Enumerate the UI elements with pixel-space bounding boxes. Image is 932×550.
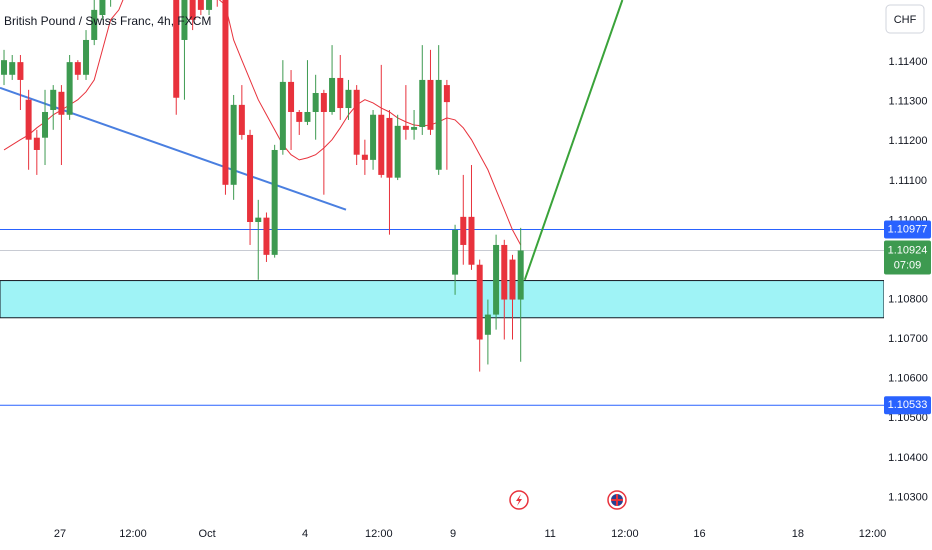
candle-body	[197, 0, 204, 10]
price-label: 1.10533	[888, 399, 928, 411]
candle-body	[320, 92, 327, 112]
trendline	[523, 0, 624, 281]
chart-title: British Pound / Swiss Franc, 4h, FXCM	[4, 14, 211, 28]
candle-body	[17, 62, 24, 80]
last-price-box	[884, 240, 931, 275]
candle-body	[58, 91, 65, 115]
last-price-label: 1.10924	[888, 244, 928, 256]
candle-body	[394, 125, 401, 178]
y-tick-label: 1.11200	[889, 135, 928, 147]
candle-body	[271, 149, 278, 255]
currency-button[interactable]	[885, 4, 925, 34]
candle-body	[255, 217, 262, 222]
candle-body	[206, 0, 213, 10]
y-tick-label: 1.10300	[888, 491, 928, 503]
axes: 1.10300 1.10400 1.10500 1.10600 1.10700 1.108…	[54, 56, 931, 540]
x-tick-label: 12:00	[119, 528, 147, 540]
x-tick-label: 16	[693, 528, 705, 540]
candle-body	[91, 9, 98, 40]
event-icons	[509, 490, 627, 510]
candle-body	[304, 111, 311, 122]
candle-body	[238, 104, 245, 135]
candle-body	[50, 89, 57, 111]
flag-cross	[611, 494, 623, 506]
candle-body	[25, 99, 32, 140]
x-tick-label: 12:00	[859, 528, 887, 540]
zone	[0, 280, 884, 319]
candle-body	[517, 250, 524, 300]
candle-body	[288, 81, 295, 112]
candle-body	[378, 114, 385, 175]
candle-body	[189, 0, 196, 20]
candle-body	[181, 0, 188, 40]
trendline	[0, 86, 347, 211]
x-tick-label: 4	[302, 528, 308, 540]
candle-body	[353, 89, 360, 155]
candle-body	[484, 314, 491, 335]
candle-body	[386, 117, 393, 178]
candle-body	[99, 0, 106, 16]
y-tick-label: 1.10400	[888, 452, 928, 464]
moving-average	[3, 0, 522, 246]
candle-body	[402, 125, 409, 130]
candle-body	[509, 259, 516, 300]
x-tick-label: 27	[54, 528, 66, 540]
y-tick-label: 1.10700	[888, 333, 928, 345]
candle-body	[74, 62, 81, 75]
x-tick-label: 18	[792, 528, 804, 540]
y-tick-label: 1.10800	[888, 293, 928, 305]
candle-body	[427, 79, 434, 130]
candle-body	[435, 79, 442, 170]
y-tick-label: 1.11100	[889, 175, 927, 187]
candle-body	[230, 104, 237, 185]
candle-body	[263, 217, 270, 255]
y-tick-label: 1.10600	[888, 373, 928, 385]
candle-body	[443, 85, 450, 103]
price-label-box	[884, 220, 931, 239]
candle-body	[222, 0, 229, 185]
y-tick-label: 1.11400	[889, 56, 928, 68]
candle-body	[411, 127, 418, 130]
candle-body	[460, 216, 467, 245]
candle-body	[361, 154, 368, 160]
candle-body	[279, 81, 286, 150]
candle-body	[337, 77, 344, 109]
price-label: 1.10977	[888, 223, 928, 235]
candle-body	[493, 244, 500, 315]
candle-body	[66, 62, 73, 115]
y-tick-label: 1.10500	[888, 412, 928, 424]
candle-body	[173, 0, 180, 98]
x-tick-label: Oct	[199, 528, 216, 540]
lightning	[516, 494, 522, 506]
candle-body	[247, 134, 254, 222]
candle-body	[329, 77, 336, 112]
y-tick-label: 1.11300	[889, 96, 928, 108]
candle-body	[501, 244, 508, 300]
candle-body	[296, 111, 303, 122]
price-label-box	[884, 396, 931, 415]
countdown: 07:09	[894, 259, 922, 271]
x-tick-label: 12:00	[365, 528, 393, 540]
candle-body	[312, 92, 319, 112]
candle-body	[468, 216, 475, 265]
candle-body	[419, 79, 426, 128]
x-tick-label: 11	[545, 528, 556, 540]
candle-body	[370, 114, 377, 160]
currency: CHF	[894, 14, 917, 26]
plot-area	[0, 0, 884, 406]
candle-body	[476, 264, 483, 340]
candle-body	[33, 137, 40, 150]
x-tick-label: 9	[450, 528, 456, 540]
candle-body	[345, 89, 352, 109]
x-tick-label: 12:00	[611, 528, 639, 540]
candle-body	[42, 111, 49, 138]
candle-body	[83, 39, 90, 75]
candle-body	[1, 60, 8, 75]
candle-body	[452, 229, 459, 275]
candle-body	[9, 62, 16, 75]
